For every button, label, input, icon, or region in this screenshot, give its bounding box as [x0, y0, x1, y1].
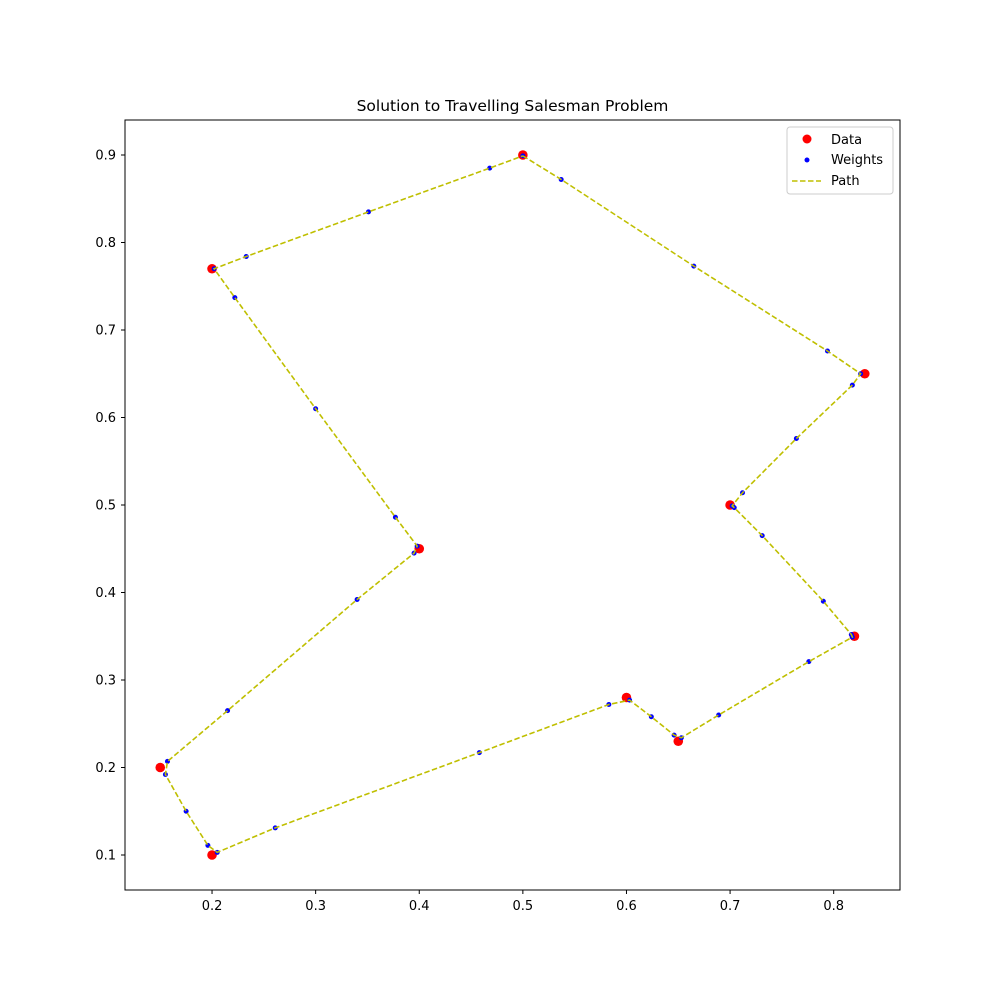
legend-weights-marker: [804, 157, 810, 163]
data-point-6: [207, 850, 217, 860]
legend-label-data: Data: [831, 133, 862, 148]
y-tick-label-7: 0.8: [95, 236, 116, 251]
data-point-1: [859, 368, 870, 379]
legend-label-weights: Weights: [831, 153, 883, 168]
y-tick-label-8: 0.9: [95, 149, 116, 164]
x-tick-label-4: 0.6: [616, 899, 637, 914]
x-tick-label-5: 0.7: [720, 899, 741, 914]
legend-box: [786, 126, 894, 195]
y-tick-label-3: 0.4: [95, 586, 116, 601]
y-tick-label-0: 0.1: [95, 849, 116, 864]
y-tick-label-2: 0.3: [95, 674, 116, 689]
x-tick-label-2: 0.4: [409, 899, 430, 914]
x-tick-label-3: 0.5: [513, 899, 534, 914]
legend-data-marker: [802, 134, 812, 144]
axes-layer: 0.2 0.3 0.4 0.5 0.6 0.7 0.8 0.1 0.2 0.3 0.4 0.5 0.6 0…: [95, 149, 844, 915]
chart-title: Solution to Travelling Salesman Problem: [357, 97, 669, 115]
y-tick-label-5: 0.6: [95, 411, 116, 426]
y-tick-label-4: 0.5: [95, 499, 116, 514]
x-tick-label-0: 0.2: [202, 899, 223, 914]
plot-area-frame: [124, 119, 901, 891]
data-point-7: [155, 762, 166, 773]
path-line: [164, 155, 862, 854]
legend: Data Weights Path: [786, 126, 894, 195]
x-tick-label-6: 0.8: [823, 899, 844, 914]
y-tick-label-1: 0.2: [95, 761, 116, 776]
x-tick-label-1: 0.3: [305, 899, 326, 914]
y-tick-label-6: 0.7: [95, 324, 116, 339]
plot-data-layer: [155, 150, 870, 860]
legend-label-path: Path: [831, 174, 860, 189]
